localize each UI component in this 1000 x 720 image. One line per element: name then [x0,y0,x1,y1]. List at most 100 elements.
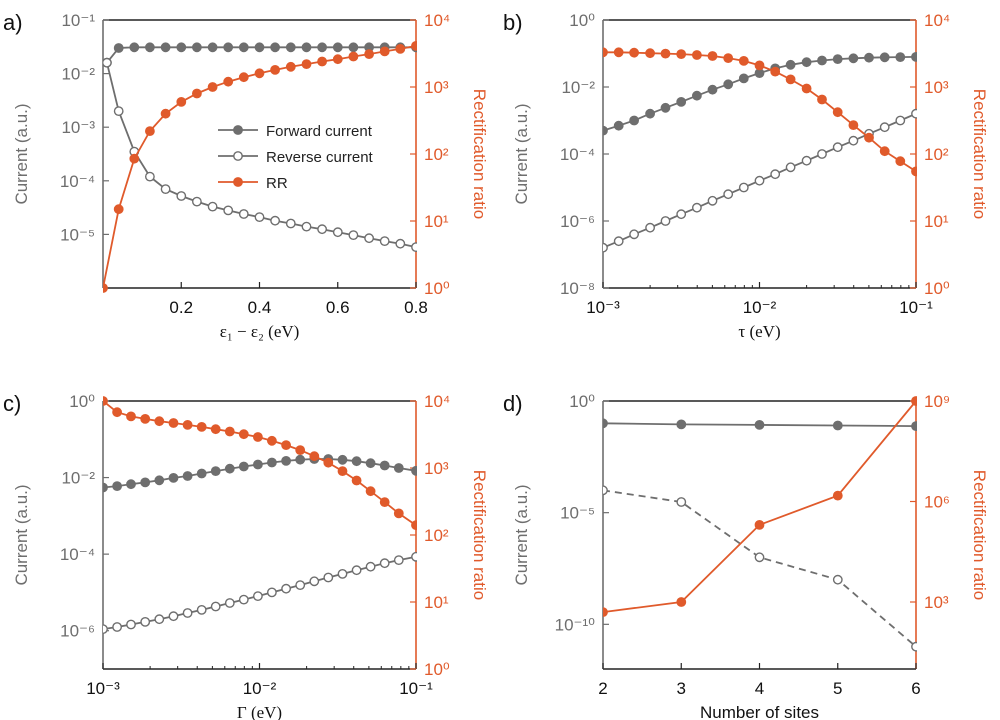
data-point [224,598,235,608]
y-left-tick-label: 10⁰ [569,11,595,30]
data-point [238,429,249,440]
data-point [754,520,765,530]
data-point [848,135,859,146]
data-point [348,42,359,53]
series-reverse-current [603,485,917,652]
y-left-tick-label: 10⁻³ [61,118,95,137]
data-point [140,617,151,627]
data-point [317,42,327,53]
x-tick-label: 4 [755,679,764,698]
x-tick-label: 2 [598,679,607,698]
data-point [603,485,608,496]
x-tick-label: 10⁻² [243,679,277,698]
data-point [112,481,123,491]
y-right-tick-label: 10³ [424,459,449,478]
data-point [365,561,376,572]
data-point [252,459,263,470]
data-point [337,466,348,476]
data-point [224,463,235,474]
y-right-tick-label: 10⁹ [924,392,950,411]
data-point [848,53,859,64]
data-point [140,413,151,424]
data-point [660,216,671,226]
y-left-tick-label: 10⁻⁴ [560,145,595,164]
y-right-tick-label: 10³ [924,593,949,612]
x-tick-label: 10⁻¹ [899,298,933,317]
x-tick-label: 6 [911,679,920,698]
data-point [895,52,906,62]
plot-area [103,41,417,293]
data-point [238,72,249,83]
data-point [154,475,165,486]
data-point [832,107,843,118]
data-point [210,601,221,612]
y-right-tick-label: 10⁴ [424,392,450,411]
y-left-tick-label: 10⁻⁵ [560,504,595,523]
data-point [332,42,343,53]
series-reverse-current [103,551,417,634]
data-point [801,83,812,94]
data-point [738,73,749,84]
data-point [301,221,312,232]
data-point [332,54,343,65]
legend-marker [233,125,243,135]
data-point [911,52,917,62]
data-point [254,68,265,79]
x-tick-label: 10⁻³ [86,679,120,698]
y-right-axis-label: Rectification ratio [970,470,989,600]
data-point [238,42,249,53]
data-point [707,195,718,206]
data-point [144,42,155,53]
y-left-tick-label: 10⁻² [561,78,595,97]
data-point [103,57,112,68]
data-point [411,242,417,252]
series-line [603,489,917,648]
y-right-tick-label: 10¹ [424,593,449,612]
data-point [182,608,193,618]
data-point [411,551,417,562]
x-tick-label: 0.8 [404,298,428,317]
data-point [879,52,890,63]
data-point [832,54,843,64]
data-point [103,396,108,406]
data-point [754,175,765,186]
data-point [364,49,374,59]
data-point [207,201,218,212]
legend-label: Forward current [266,123,373,140]
data-point [254,42,265,53]
data-point [692,50,702,60]
data-point [196,468,207,479]
series-rr [603,396,917,617]
y-right-tick-label: 10¹ [924,212,949,231]
data-point [351,475,362,486]
x-tick-label: 5 [833,679,842,698]
data-point [911,166,917,177]
x-axis-label: Γ (eV) [237,703,282,720]
y-left-axis-label: Current (a.u.) [12,103,31,204]
panel-2: b) 10⁻³ 10⁻² 10⁻¹ 10⁻⁸ 10⁻⁶ 10⁻⁴ 10⁻² 10⁰ 10⁰ 10¹ 1… [503,10,989,341]
data-point [266,435,277,446]
plot-area [603,47,917,253]
y-right-tick-label: 10⁴ [424,11,450,30]
data-point [126,479,136,490]
data-point [817,94,827,105]
y-right-tick-label: 10² [424,145,449,164]
data-point [301,42,312,53]
data-point [254,212,265,223]
y-left-tick-label: 10⁻⁸ [560,279,595,298]
data-point [692,90,702,101]
series-rr [103,41,417,293]
y-left-tick-label: 10⁰ [69,392,95,411]
data-point [270,65,280,75]
data-point [160,184,171,195]
data-point [603,125,608,136]
data-point [210,424,221,435]
y-left-tick-label: 10⁻¹ [61,11,95,30]
data-point [126,619,136,630]
y-right-axis-label: Rectification ratio [470,89,489,219]
data-point [676,497,687,507]
y-left-tick-label: 10⁻⁶ [560,212,595,231]
x-tick-label: 0.4 [248,298,272,317]
data-point [196,421,207,432]
data-point [879,122,890,133]
